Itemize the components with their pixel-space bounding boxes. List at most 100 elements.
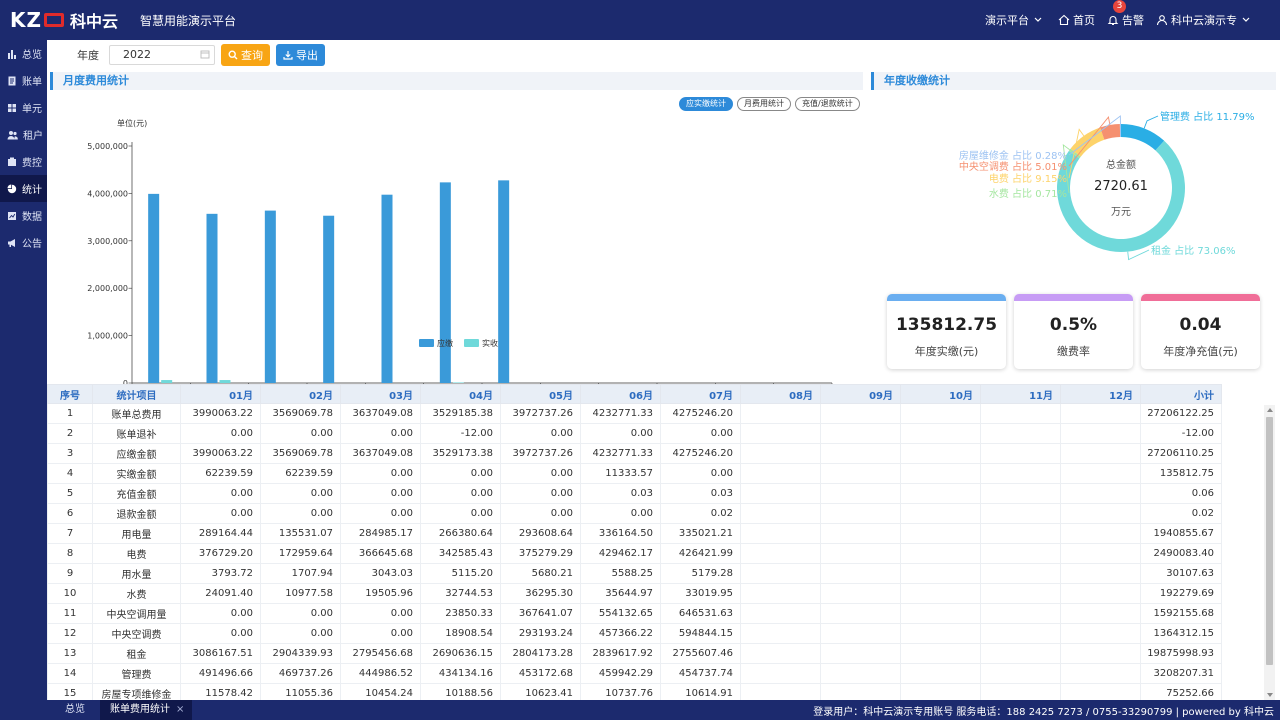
table-row[interactable]: 4 实缴金额 62239.59 62239.59 0.00 0.00 0.00 11333.5… bbox=[47, 463, 1222, 484]
table-cell: 13 bbox=[47, 643, 93, 664]
sidebar: 总览 账单 单元 租户 费控 统计 数据 公告 bbox=[0, 40, 47, 720]
legend-label[interactable]: 实收 bbox=[482, 338, 498, 348]
table-cell bbox=[980, 643, 1061, 664]
sidebar-item-statistics[interactable]: 统计 bbox=[0, 175, 47, 202]
bar-实收[interactable] bbox=[219, 380, 231, 383]
tab-payable-stats[interactable]: 应实缴统计 bbox=[679, 97, 733, 111]
bar-应缴[interactable] bbox=[381, 194, 393, 383]
sidebar-item-tenant[interactable]: 租户 bbox=[0, 121, 47, 148]
bar-应缴[interactable] bbox=[323, 215, 335, 383]
table-row[interactable]: 13 租金 3086167.51 2904339.93 2795456.68 269063… bbox=[47, 643, 1222, 664]
sidebar-item-unit[interactable]: 单元 bbox=[0, 94, 47, 121]
card-value: 135812.75 bbox=[895, 315, 998, 335]
legend-swatch[interactable] bbox=[419, 339, 434, 347]
main-content: 年度 2022 查询 导出 月度费用统计 应实缴统计 月费用统计 充值/退款统计… bbox=[47, 40, 1280, 700]
bottom-tab-overview[interactable]: 总览 bbox=[65, 704, 85, 715]
bar-实收[interactable] bbox=[452, 382, 464, 383]
table-cell bbox=[820, 523, 901, 544]
table-cell: 30107.63 bbox=[1140, 563, 1222, 584]
table-cell bbox=[740, 663, 821, 684]
scroll-up-icon[interactable] bbox=[1267, 408, 1273, 412]
donut-slice[interactable] bbox=[1119, 124, 1121, 138]
donut-slice[interactable] bbox=[1057, 140, 1185, 253]
sidebar-item-notice[interactable]: 公告 bbox=[0, 229, 47, 256]
table-cell: 434134.16 bbox=[420, 663, 501, 684]
table-row[interactable]: 5 充值金额 0.00 0.00 0.00 0.00 0.00 0.03 0.03 0.06 bbox=[47, 483, 1222, 504]
bar-应缴[interactable] bbox=[148, 193, 160, 383]
table-cell: 27206110.25 bbox=[1140, 443, 1222, 464]
table-row[interactable]: 8 电费 376729.20 172959.64 366645.68 342585.43 3… bbox=[47, 543, 1222, 564]
table-row[interactable]: 6 退款金额 0.00 0.00 0.00 0.00 0.00 0.00 0.02 0.02 bbox=[47, 503, 1222, 524]
donut-label-line bbox=[1062, 143, 1070, 194]
table-row[interactable]: 1 账单总费用 3990063.22 3569069.78 3637049.08 3529… bbox=[47, 403, 1222, 424]
table-cell: 10977.58 bbox=[260, 583, 341, 604]
table-row[interactable]: 14 管理费 491496.66 469737.26 444986.52 434134.1… bbox=[47, 663, 1222, 684]
data-icon bbox=[8, 211, 16, 220]
table-header-cell: 04月 bbox=[420, 384, 501, 404]
platform-switch[interactable]: 演示平台 bbox=[985, 12, 1046, 28]
table-cell: 0.00 bbox=[420, 503, 501, 524]
platform-switch-label: 演示平台 bbox=[985, 14, 1029, 27]
table-cell bbox=[740, 403, 821, 424]
table-row[interactable]: 11 中央空调用量 0.00 0.00 0.00 23850.33 367641.07 554… bbox=[47, 603, 1222, 624]
table-cell bbox=[740, 543, 821, 564]
table-row[interactable]: 7 用电量 289164.44 135531.07 284985.17 266380.64… bbox=[47, 523, 1222, 544]
table-cell bbox=[1060, 483, 1141, 504]
table-cell: 5115.20 bbox=[420, 563, 501, 584]
table-header-row: 序号 统计项目 01月 02月 03月 04月 05月 06月 07月 08月 09月 10月 11月 1… bbox=[47, 384, 1222, 404]
table-cell: 3 bbox=[47, 443, 93, 464]
table-cell: 3043.03 bbox=[340, 563, 421, 584]
donut-slice[interactable] bbox=[1068, 148, 1081, 159]
sidebar-item-fee-control[interactable]: 费控 bbox=[0, 148, 47, 175]
table-cell bbox=[1060, 463, 1141, 484]
table-cell bbox=[740, 583, 821, 604]
legend-swatch[interactable] bbox=[464, 339, 479, 347]
sidebar-item-label: 数据 bbox=[22, 212, 42, 223]
alarm-link[interactable]: 3 告警 bbox=[1107, 0, 1144, 28]
user-menu[interactable]: 科中云演示专 bbox=[1156, 12, 1254, 28]
export-button[interactable]: 导出 bbox=[276, 44, 325, 66]
scroll-down-icon[interactable] bbox=[1267, 693, 1273, 697]
table-cell: 0.00 bbox=[260, 623, 341, 644]
bar-应缴[interactable] bbox=[498, 180, 510, 383]
table-scrollbar[interactable] bbox=[1264, 405, 1275, 700]
table-cell bbox=[900, 683, 981, 700]
query-button[interactable]: 查询 bbox=[221, 44, 270, 66]
table-cell: 用水量 bbox=[92, 563, 181, 584]
chart-tabs: 应实缴统计 月费用统计 充值/退款统计 bbox=[675, 97, 860, 111]
bottom-tab-bill-fee-stats[interactable]: 账单费用统计 × bbox=[100, 700, 193, 720]
sidebar-item-data[interactable]: 数据 bbox=[0, 202, 47, 229]
tab-recharge-refund-stats[interactable]: 充值/退款统计 bbox=[795, 97, 860, 111]
table-row[interactable]: 2 账单退补 0.00 0.00 0.00 -12.00 0.00 0.00 0.00 -12.0… bbox=[47, 423, 1222, 444]
sidebar-item-label: 统计 bbox=[22, 185, 42, 196]
bar-应缴[interactable] bbox=[439, 182, 451, 383]
year-picker[interactable]: 2022 bbox=[109, 45, 215, 65]
table-cell bbox=[820, 443, 901, 464]
table-cell bbox=[900, 463, 981, 484]
sidebar-item-overview[interactable]: 总览 bbox=[0, 40, 47, 67]
donut-slice[interactable] bbox=[1121, 124, 1165, 151]
legend-label[interactable]: 应缴 bbox=[437, 338, 453, 348]
table-cell bbox=[820, 603, 901, 624]
bar-应缴[interactable] bbox=[264, 210, 276, 383]
bar-实收[interactable] bbox=[161, 380, 173, 383]
table-cell: 594844.15 bbox=[660, 623, 741, 644]
home-link[interactable]: 首页 bbox=[1058, 12, 1095, 28]
y-tick-label: 2,000,000 bbox=[87, 284, 128, 293]
tab-monthly-fee-stats[interactable]: 月费用统计 bbox=[737, 97, 791, 111]
table-row[interactable]: 10 水费 24091.40 10977.58 19505.96 32744.53 3629… bbox=[47, 583, 1222, 604]
scroll-thumb[interactable] bbox=[1266, 417, 1273, 665]
annual-section-title: 年度收缴统计 bbox=[871, 72, 1276, 90]
sidebar-item-bill[interactable]: 账单 bbox=[0, 67, 47, 94]
table-row[interactable]: 12 中央空调费 0.00 0.00 0.00 18908.54 293193.24 4573… bbox=[47, 623, 1222, 644]
table-row[interactable]: 15 房屋专项维修金 11578.42 11055.36 10454.24 10188.5… bbox=[47, 683, 1222, 700]
table-cell: 1364312.15 bbox=[1140, 623, 1222, 644]
bar-应缴[interactable] bbox=[206, 213, 218, 383]
close-icon[interactable]: × bbox=[176, 704, 185, 715]
donut-label: 房屋维修金 占比 0.28% bbox=[959, 149, 1067, 162]
table-row[interactable]: 9 用水量 3793.72 1707.94 3043.03 5115.20 5680.21 5… bbox=[47, 563, 1222, 584]
logo[interactable]: KZ 科中云 bbox=[10, 0, 140, 40]
table-row[interactable]: 3 应缴金额 3990063.22 3569069.78 3637049.08 35291… bbox=[47, 443, 1222, 464]
table-cell: 5680.21 bbox=[500, 563, 581, 584]
table-cell: 2755607.46 bbox=[660, 643, 741, 664]
